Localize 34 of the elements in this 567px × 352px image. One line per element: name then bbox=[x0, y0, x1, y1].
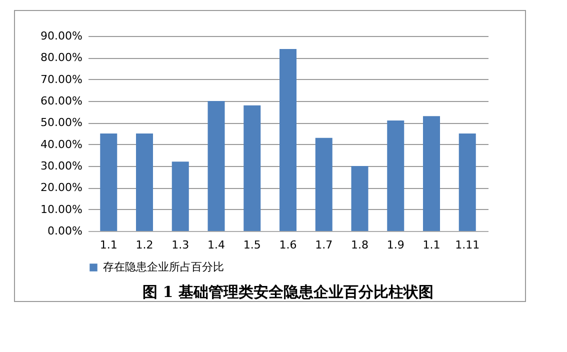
x-tick-label: 1.5 bbox=[243, 238, 261, 252]
x-tick-label: 1.1 bbox=[100, 238, 118, 252]
x-tick-label: 1.1 bbox=[422, 238, 440, 252]
x-tick-label: 1.4 bbox=[208, 238, 225, 252]
bar bbox=[423, 116, 440, 231]
y-tick-label: 70.00% bbox=[40, 72, 82, 86]
bar bbox=[208, 101, 225, 231]
bar bbox=[244, 105, 261, 231]
y-tick-label: 90.00% bbox=[40, 30, 82, 42]
x-tick-label: 1.3 bbox=[172, 238, 190, 252]
bar bbox=[387, 120, 404, 231]
bar bbox=[136, 134, 153, 231]
x-tick-label: 1.9 bbox=[386, 238, 404, 252]
bar bbox=[315, 138, 332, 231]
legend-label: 存在隐患企业所占百分比 bbox=[103, 260, 224, 274]
bar bbox=[458, 134, 476, 231]
y-tick-label: 30.00% bbox=[40, 160, 82, 172]
bar bbox=[351, 166, 368, 231]
bar bbox=[280, 49, 296, 231]
bar bbox=[100, 134, 118, 231]
x-tick-label: 1.6 bbox=[279, 238, 297, 252]
x-tick-label: 1.7 bbox=[315, 238, 333, 252]
y-tick-label: 80.00% bbox=[40, 51, 82, 64]
y-tick-label: 20.00% bbox=[40, 181, 82, 194]
x-tick-label: 1.8 bbox=[351, 238, 368, 252]
x-tick-label: 1.11 bbox=[455, 238, 480, 252]
y-tick-label: 60.00% bbox=[40, 94, 82, 108]
bar bbox=[172, 162, 189, 231]
y-tick-label: 50.00% bbox=[40, 116, 82, 130]
y-tick-label: 40.00% bbox=[40, 138, 82, 151]
text: 图 1 基础管理类安全隐患企业百分比柱状图 bbox=[142, 283, 434, 301]
y-tick-label: 0.00% bbox=[48, 224, 82, 238]
y-tick-label: 10.00% bbox=[40, 202, 82, 216]
x-tick-label: 1.2 bbox=[136, 238, 154, 252]
